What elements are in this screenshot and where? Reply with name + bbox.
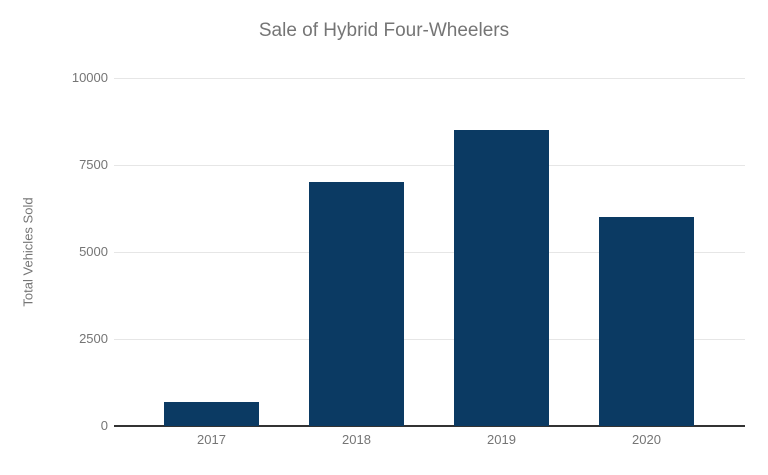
y-tick-label-10000: 10000 [71,70,108,85]
gridline-5000 [114,252,745,253]
bar-2018[interactable] [309,182,404,426]
gridline-2500 [114,339,745,340]
x-tick-label-2020: 2020 [632,432,661,447]
x-tick-label-2017: 2017 [197,432,226,447]
gridline-10000 [114,78,745,79]
gridline-7500 [114,165,745,166]
bar-2019[interactable] [454,130,549,426]
y-tick-label-7500: 7500 [79,157,108,172]
bar-2017[interactable] [164,401,259,426]
y-tick-label-2500: 2500 [79,331,108,346]
y-tick-label-5000: 5000 [79,244,108,259]
chart-title: Sale of Hybrid Four-Wheelers [258,20,510,41]
y-tick-label-0: 0 [100,418,108,433]
x-tick-label-2019: 2019 [487,432,516,447]
x-axis-line [114,425,745,427]
bar-2020[interactable] [599,217,694,426]
y-axis-title: Total Vehicles Sold [20,197,36,307]
x-tick-label-2018: 2018 [342,432,371,447]
plot-area [114,78,745,427]
